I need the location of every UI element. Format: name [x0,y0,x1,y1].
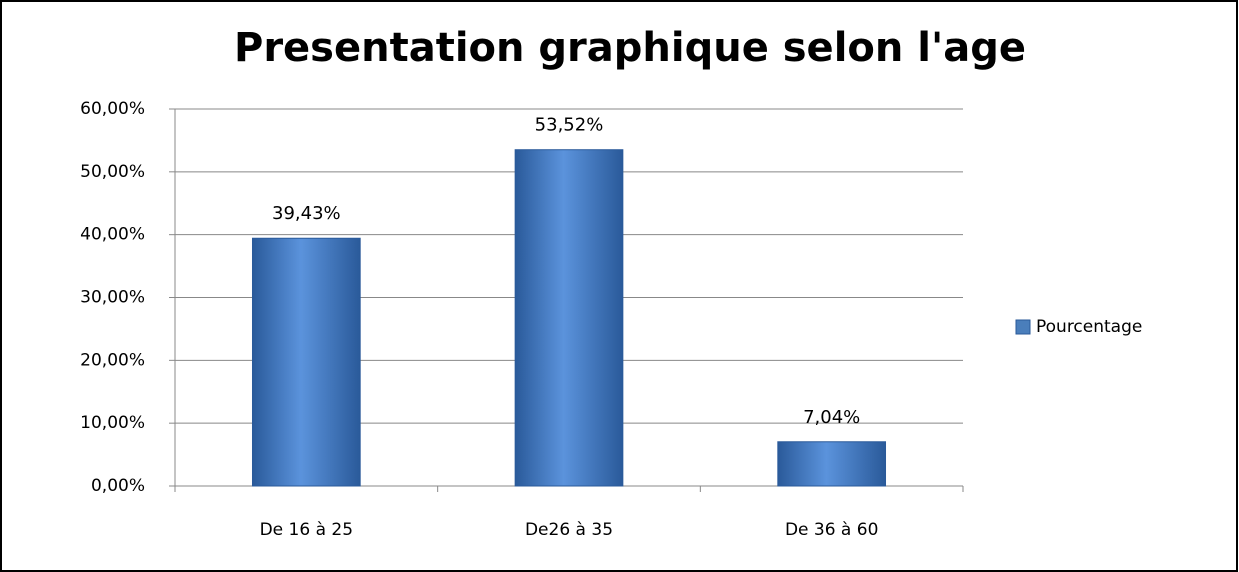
legend-swatch [1015,319,1031,335]
y-tick-label: 0,00% [91,476,145,496]
bar [514,149,624,487]
y-tick-label: 40,00% [80,225,145,245]
x-tick-label: De26 à 35 [525,520,613,540]
y-tick-label: 60,00% [80,99,145,119]
legend-label: Pourcentage [1036,317,1142,337]
bar [251,237,361,487]
chart-title: Presentation graphique selon l'age [234,25,1026,71]
y-tick-label: 50,00% [80,162,145,182]
bar [777,441,887,487]
x-tick-label: De 16 à 25 [260,520,353,540]
value-label: 53,52% [535,115,604,136]
y-tick-label: 20,00% [80,350,145,370]
x-tick-label: De 36 à 60 [785,520,878,540]
value-label: 7,04% [803,407,860,428]
value-label: 39,43% [272,203,341,224]
y-tick-label: 10,00% [80,413,145,433]
y-tick-label: 30,00% [80,288,145,308]
